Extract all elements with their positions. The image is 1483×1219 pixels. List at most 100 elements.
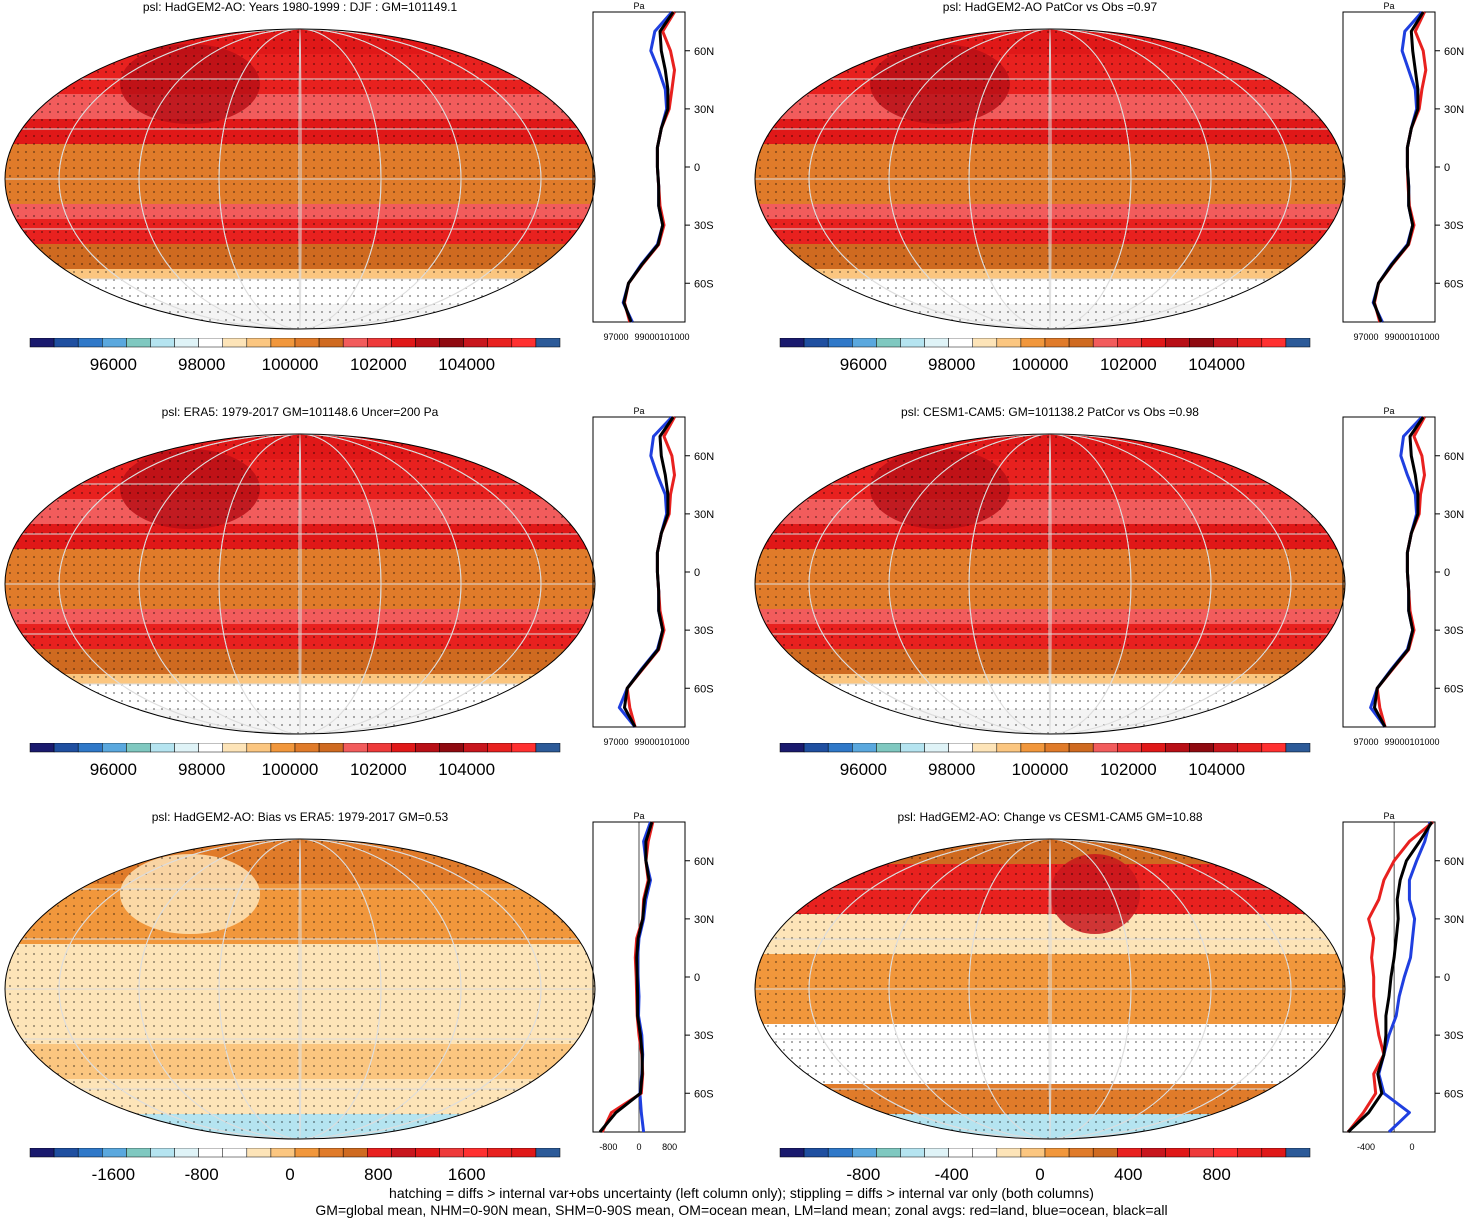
- colorbar-swatch: [439, 1148, 464, 1158]
- colorbar-label: 400: [1114, 1165, 1142, 1184]
- colorbar-swatch: [367, 1148, 392, 1158]
- profile-unit: Pa: [633, 1, 644, 11]
- map-panel: psl: HadGEM2-AO: Years 1980-1999 : DJF :…: [0, 0, 741, 405]
- colorbar-swatch: [29, 338, 55, 348]
- colorbar-swatch: [1117, 338, 1142, 348]
- colorbar-swatch: [29, 1148, 55, 1158]
- colorbar-swatch: [827, 338, 853, 348]
- colorbar-swatch: [246, 338, 272, 348]
- profile-frame: [592, 416, 686, 728]
- world-map: [4, 838, 596, 1140]
- graticule-meridian: [298, 434, 302, 734]
- colorbar-swatch: [1285, 743, 1311, 753]
- stippling-overlay: [755, 839, 1345, 1139]
- profile-xtick-label: 0: [1409, 1142, 1414, 1152]
- profile-line-all: [598, 821, 654, 1133]
- map-panel: psl: HadGEM2-AO: Bias vs ERA5: 1979-2017…: [0, 810, 741, 1215]
- colorbar-label: -800: [846, 1165, 880, 1184]
- colorbar-swatch: [924, 1148, 949, 1158]
- colorbar-swatch: [53, 338, 79, 348]
- zonal-profile: Pa 60N 30N 0 30S 60S -400 0: [1342, 811, 1464, 1152]
- profile-line-all: [622, 11, 675, 323]
- colorbar-label: 1600: [448, 1165, 486, 1184]
- colorbar-swatch: [150, 1148, 175, 1158]
- profile-xtick-label: 99000101000: [1384, 332, 1439, 342]
- colorbar-swatch: [222, 743, 248, 753]
- colorbar-swatch: [318, 338, 344, 348]
- colorbar-swatch: [391, 743, 416, 753]
- colorbar-swatch: [1237, 338, 1263, 348]
- colorbar-swatch: [779, 743, 805, 753]
- colorbar-swatch: [535, 743, 561, 753]
- graticule-meridian: [58, 839, 542, 1139]
- colorbar-swatch: [102, 743, 127, 753]
- colorbar-label: 800: [364, 1165, 392, 1184]
- world-map: [4, 28, 596, 330]
- colorbar-swatch: [463, 338, 488, 348]
- colorbar-swatch: [1165, 1148, 1190, 1158]
- colorbar-swatch: [174, 338, 199, 348]
- graticule-meridian: [888, 29, 1212, 329]
- colorbar-label: 102000: [350, 355, 407, 374]
- colorbar-swatch: [463, 743, 488, 753]
- map-outline: [4, 433, 596, 735]
- colorbar-swatch: [1261, 338, 1287, 348]
- graticule-meridian: [218, 29, 382, 329]
- lat-label: 30N: [1444, 509, 1464, 521]
- colorbar-swatch: [511, 743, 537, 753]
- lat-label: 30N: [694, 509, 714, 521]
- panel-title: psl: HadGEM2-AO: Change vs CESM1-CAM5 GM…: [897, 810, 1203, 824]
- colorbar-swatch: [29, 743, 55, 753]
- world-map: [754, 433, 1346, 735]
- colorbar-swatch: [318, 743, 344, 753]
- colorbar-swatch: [270, 338, 296, 348]
- profile-unit: Pa: [633, 406, 644, 416]
- graticule-meridian: [888, 839, 1212, 1139]
- lat-label: 60N: [1444, 451, 1464, 463]
- lat-label: 30S: [1444, 220, 1464, 232]
- colorbar-swatch: [294, 743, 320, 753]
- lat-label: 0: [1444, 567, 1450, 579]
- colorbar-label: 102000: [350, 760, 407, 779]
- map-outline: [4, 838, 596, 1140]
- world-map: [754, 28, 1346, 330]
- colorbar-swatch: [1165, 338, 1190, 348]
- colorbar-label: 800: [1202, 1165, 1230, 1184]
- colorbar: -800 -400 0 400 800: [779, 1148, 1311, 1184]
- colorbar-swatch: [415, 743, 440, 753]
- graticule-meridian: [1048, 839, 1052, 1139]
- lat-label: 30N: [694, 104, 714, 116]
- graticule-meridian: [58, 29, 542, 329]
- colorbar-label: 104000: [1188, 355, 1245, 374]
- graticule-meridian: [808, 29, 1292, 329]
- graticule-meridian: [808, 839, 1292, 1139]
- colorbar-swatch: [77, 1148, 103, 1158]
- colorbar-swatch: [342, 338, 368, 348]
- colorbar-swatch: [318, 1148, 344, 1158]
- panel-title: psl: CESM1-CAM5: GM=101138.2 PatCor vs O…: [901, 405, 1199, 419]
- colorbar-swatch: [1237, 743, 1263, 753]
- map-panel: psl: HadGEM2-AO PatCor vs Obs =0.97 96000…: [750, 0, 1483, 405]
- profile-xtick-label: 97000: [603, 737, 628, 747]
- lat-label: 60S: [1444, 278, 1464, 290]
- zonal-profile: Pa 60N 30N 0 30S 60S -800 0 800: [592, 811, 714, 1152]
- profile-unit: Pa: [633, 811, 644, 821]
- colorbar-swatch: [1068, 338, 1094, 348]
- colorbar-swatch: [900, 1148, 925, 1158]
- graticule-meridian: [968, 29, 1132, 329]
- colorbar-swatch: [1189, 1148, 1214, 1158]
- lat-label: 60N: [694, 856, 714, 868]
- colorbar-label: 98000: [178, 355, 225, 374]
- profile-xtick-label: 97000: [1353, 737, 1378, 747]
- colorbar-swatch: [198, 743, 223, 753]
- colorbar-swatch: [1092, 743, 1118, 753]
- zonal-profile: Pa 60N 30N 0 30S 60S 97000 99000101000: [592, 406, 714, 747]
- colorbar-swatch: [222, 1148, 248, 1158]
- colorbar-swatch: [487, 338, 513, 348]
- colorbar-swatch: [53, 1148, 79, 1158]
- colorbar-swatch: [415, 338, 440, 348]
- profile-xtick-label: 99000101000: [634, 332, 689, 342]
- footer-line-1: hatching = diffs > internal var+obs unce…: [389, 1185, 1094, 1201]
- lat-label: 30S: [694, 625, 714, 637]
- colorbar-swatch: [803, 743, 829, 753]
